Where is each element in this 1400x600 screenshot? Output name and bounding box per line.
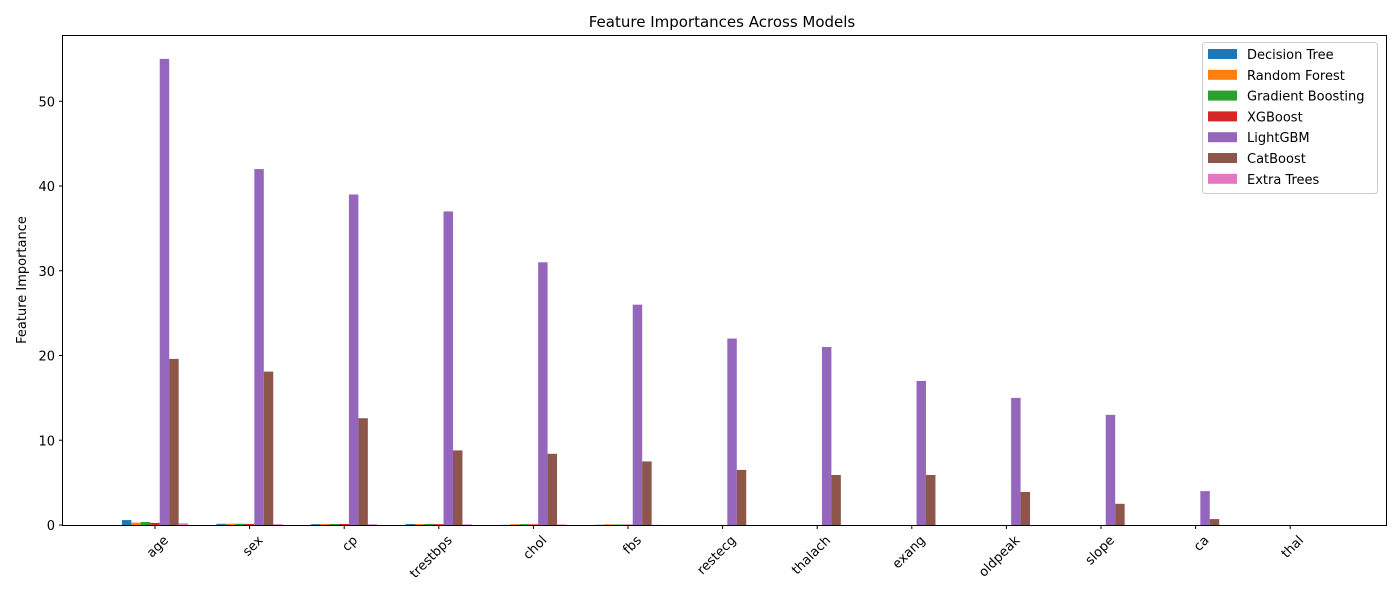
legend-box: [1202, 42, 1378, 194]
bar-lightgbm-cp: [348, 194, 359, 526]
bar-catboost-chol: [547, 453, 558, 525]
legend-label-xgboost: XGBoost: [1247, 110, 1303, 125]
legend-swatch-extra-trees: [1208, 173, 1237, 184]
legend-swatch-lightgbm: [1208, 132, 1237, 143]
bar-extra-trees-cp: [367, 524, 378, 525]
bar-lightgbm-fbs: [632, 304, 643, 525]
bar-random-forest-trestbps: [415, 523, 425, 525]
legend-label-catboost: CatBoost: [1247, 152, 1306, 167]
y-tick-label: 50: [38, 95, 55, 110]
bar-catboost-cp: [358, 418, 368, 525]
bar-gradient-boosting-trestbps: [424, 523, 435, 525]
bar-catboost-restecg: [736, 469, 747, 525]
bar-random-forest-sex: [225, 523, 236, 525]
bar-random-forest-fbs: [604, 524, 614, 525]
bar-gradient-boosting-cp: [330, 523, 340, 525]
bar-lightgbm-age: [159, 58, 170, 525]
bar-xgboost-chol: [528, 524, 539, 525]
bar-decision-tree-cp: [311, 524, 321, 525]
bar-extra-trees-sex: [273, 524, 283, 525]
bar-gradient-boosting-chol: [519, 524, 529, 525]
bars-layer: [121, 58, 1220, 526]
bar-xgboost-age: [150, 522, 160, 525]
y-tick-label: 20: [38, 350, 55, 365]
bar-lightgbm-trestbps: [443, 211, 453, 525]
legend-label-random-forest: Random Forest: [1247, 69, 1345, 84]
y-tick-label: 0: [47, 519, 55, 534]
bar-decision-tree-sex: [216, 523, 226, 525]
bar-random-forest-chol: [509, 524, 520, 525]
bar-catboost-slope: [1115, 503, 1125, 525]
plot-frame: [62, 35, 1387, 526]
bar-catboost-thalach: [831, 475, 841, 525]
legend-swatch-catboost: [1208, 153, 1237, 163]
bar-catboost-ca: [1209, 519, 1220, 525]
bar-lightgbm-sex: [254, 169, 264, 525]
legend-swatch-random-forest: [1208, 69, 1237, 80]
bar-catboost-trestbps: [452, 450, 463, 525]
legend-label-lightgbm: LightGBM: [1247, 131, 1310, 146]
legend-swatch-decision-tree: [1208, 49, 1237, 59]
bar-random-forest-cp: [320, 523, 331, 525]
bar-extra-trees-age: [178, 523, 189, 525]
y-axis-label: Feature Importance: [15, 216, 30, 344]
bar-lightgbm-slope: [1105, 414, 1116, 525]
bar-catboost-fbs: [642, 461, 652, 525]
bar-decision-tree-age: [121, 520, 132, 525]
chart-title: Feature Importances Across Models: [589, 13, 856, 31]
bar-lightgbm-ca: [1200, 491, 1210, 525]
bar-extra-trees-chol: [557, 524, 567, 525]
bar-gradient-boosting-fbs: [613, 524, 624, 525]
legend-label-extra-trees: Extra Trees: [1247, 173, 1320, 188]
legend: Decision Tree Random Forest Gradient Boost…: [1202, 42, 1378, 194]
bar-lightgbm-exang: [916, 380, 926, 525]
bar-extra-trees-trestbps: [462, 524, 472, 525]
legend-swatch-gradient-boosting: [1208, 90, 1237, 101]
y-tick-label: 10: [38, 434, 55, 449]
bar-lightgbm-chol: [538, 262, 548, 525]
bar-xgboost-trestbps: [434, 524, 444, 525]
bar-lightgbm-oldpeak: [1011, 397, 1021, 525]
legend-label-decision-tree: Decision Tree: [1247, 48, 1334, 63]
bar-lightgbm-thalach: [821, 347, 832, 525]
bar-decision-tree-trestbps: [405, 523, 416, 525]
bar-catboost-exang: [925, 475, 936, 525]
y-tick-label: 40: [38, 180, 55, 195]
legend-label-gradient-boosting: Gradient Boosting: [1247, 90, 1365, 105]
bar-random-forest-age: [131, 522, 141, 525]
bar-gradient-boosting-sex: [235, 523, 245, 525]
bar-xgboost-cp: [339, 523, 349, 525]
bar-gradient-boosting-age: [140, 522, 151, 525]
legend-swatch-xgboost: [1208, 111, 1237, 122]
bar-xgboost-sex: [244, 523, 255, 525]
bar-catboost-age: [169, 358, 179, 525]
bar-catboost-oldpeak: [1020, 491, 1031, 525]
y-tick-label: 30: [38, 265, 55, 280]
bar-catboost-sex: [263, 371, 274, 525]
bar-lightgbm-restecg: [727, 338, 737, 525]
y-axis: 0 10 20 30 40 50: [38, 95, 63, 534]
